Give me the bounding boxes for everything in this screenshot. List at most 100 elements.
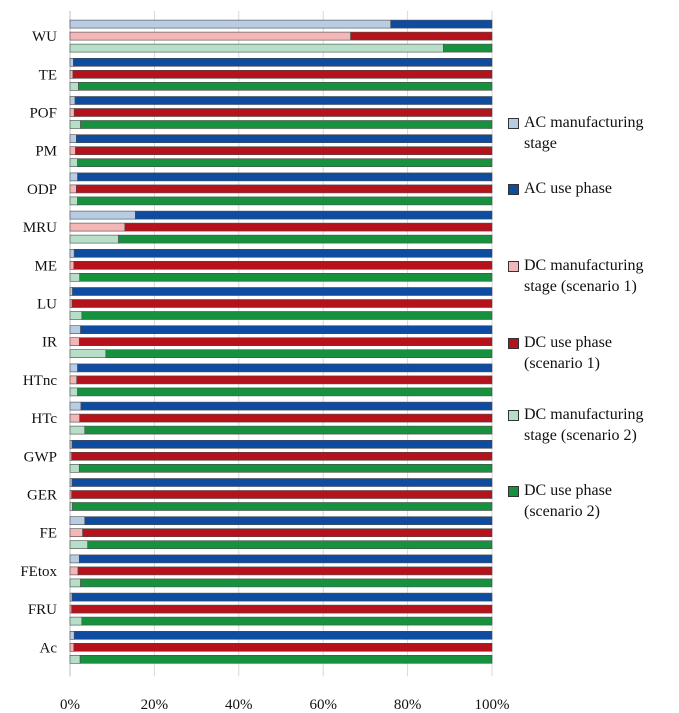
bar-segment <box>81 311 493 320</box>
category-labels: WU TE POF PM ODP MRU ME LU IR HTnc HTc GWP GER FE FEto… <box>20 29 57 656</box>
bar-segment <box>69 502 73 511</box>
bar-segment <box>69 184 77 194</box>
x-tick-label: 40% <box>225 697 253 713</box>
category-label: GER <box>27 488 57 504</box>
bar-segment <box>69 337 80 347</box>
bar-segment <box>69 592 73 602</box>
legend-swatch <box>508 184 519 195</box>
bar-segment <box>124 222 493 232</box>
legend-swatch <box>508 338 519 349</box>
bar-segment <box>69 413 81 423</box>
x-axis-ticks: 0% 20% 40% 60% 80% 100% <box>60 697 510 713</box>
bar-segment <box>69 325 81 335</box>
bar-segment <box>84 425 493 435</box>
bar-segment <box>71 604 493 614</box>
category-label: POF <box>29 106 57 122</box>
category-label: LU <box>37 297 57 313</box>
x-tick-label: 100% <box>475 697 510 713</box>
bar-segment <box>79 413 493 423</box>
bar-segment <box>69 654 81 664</box>
bar-segment <box>105 349 493 359</box>
bar-segment <box>73 642 493 652</box>
x-tick-label: 0% <box>60 697 80 713</box>
bar-segment <box>73 57 493 67</box>
bar-segment <box>78 82 493 91</box>
bar-segment <box>71 478 493 487</box>
bar-segment <box>69 70 74 79</box>
category-label: ME <box>35 258 58 274</box>
bar-segment <box>87 540 493 550</box>
legend-label-line: AC use phase <box>524 180 612 197</box>
bar-segment <box>73 108 493 117</box>
bar-segment <box>71 451 493 461</box>
category-label: Ac <box>40 640 58 656</box>
bar-segment <box>69 272 81 282</box>
bar-segment <box>69 375 78 385</box>
bar-segment <box>73 260 493 270</box>
category-label: HTnc <box>23 373 57 389</box>
bar-segment <box>69 287 73 296</box>
bar-segment <box>69 349 107 359</box>
bar-segment <box>350 31 493 41</box>
bar-segment <box>76 375 493 385</box>
bar-segment <box>69 439 73 449</box>
bar-segment <box>390 19 493 29</box>
bar-segment <box>77 387 493 397</box>
bar-segment <box>77 172 493 182</box>
bar-segment <box>69 172 78 182</box>
bar-segment <box>69 222 126 232</box>
bar-segment <box>69 311 83 320</box>
legend-item: DC use phase (scenario 1) <box>508 332 676 374</box>
category-label: TE <box>39 67 57 83</box>
bar-segment <box>73 249 493 258</box>
bar-segment <box>80 120 493 129</box>
category-label: ODP <box>27 182 57 198</box>
legend-label-line: stage (scenario 2) <box>524 427 637 444</box>
bar-segment <box>71 299 493 308</box>
bar-segment <box>118 234 493 244</box>
bar-segment <box>77 566 493 576</box>
bar-segment <box>69 401 82 411</box>
legend-label: AC manufacturing stage <box>524 112 676 154</box>
bar-segment <box>69 108 75 117</box>
bar-segment <box>77 158 493 167</box>
legend-swatch <box>508 118 519 129</box>
bar-segment <box>77 363 493 373</box>
bar-segment <box>69 299 73 308</box>
bar-segment <box>69 196 78 206</box>
legend-label: DC use phase (scenario 2) <box>524 480 676 522</box>
bar-segment <box>82 528 493 538</box>
legend-label-line: AC manufacturing <box>524 114 644 131</box>
legend-label-line: (scenario 1) <box>524 355 600 372</box>
legend-swatch <box>508 261 519 272</box>
bar-segment <box>69 616 83 626</box>
x-tick-label: 20% <box>141 697 169 713</box>
bar-segment <box>69 82 79 91</box>
category-label: WU <box>32 29 57 45</box>
bar-segment <box>80 325 493 335</box>
category-label: IR <box>42 335 57 351</box>
bar-segment <box>69 554 80 564</box>
bar-segment <box>135 210 493 220</box>
bar-segment <box>69 158 78 167</box>
category-label: HTc <box>31 411 57 427</box>
bar-segment <box>81 616 493 626</box>
bar-segment <box>71 490 493 499</box>
bar-segment <box>69 31 351 41</box>
bar-segment <box>69 120 81 129</box>
bar-segment <box>69 630 75 640</box>
bar-segment <box>69 528 83 538</box>
bar-segment <box>78 337 493 347</box>
legend-label-line: DC manufacturing <box>524 257 644 274</box>
legend-label: DC manufacturing stage (scenario 2) <box>524 404 676 446</box>
legend-label-line: stage <box>524 135 557 152</box>
legend-item: AC manufacturing stage <box>508 112 676 154</box>
bar-segment <box>443 43 493 53</box>
bar-segment <box>69 516 86 526</box>
bar-segment <box>71 592 493 602</box>
bar-segment <box>69 43 444 53</box>
bar-segment <box>75 146 493 155</box>
legend-label-line: DC use phase <box>524 482 612 499</box>
x-tick-label: 80% <box>394 697 422 713</box>
